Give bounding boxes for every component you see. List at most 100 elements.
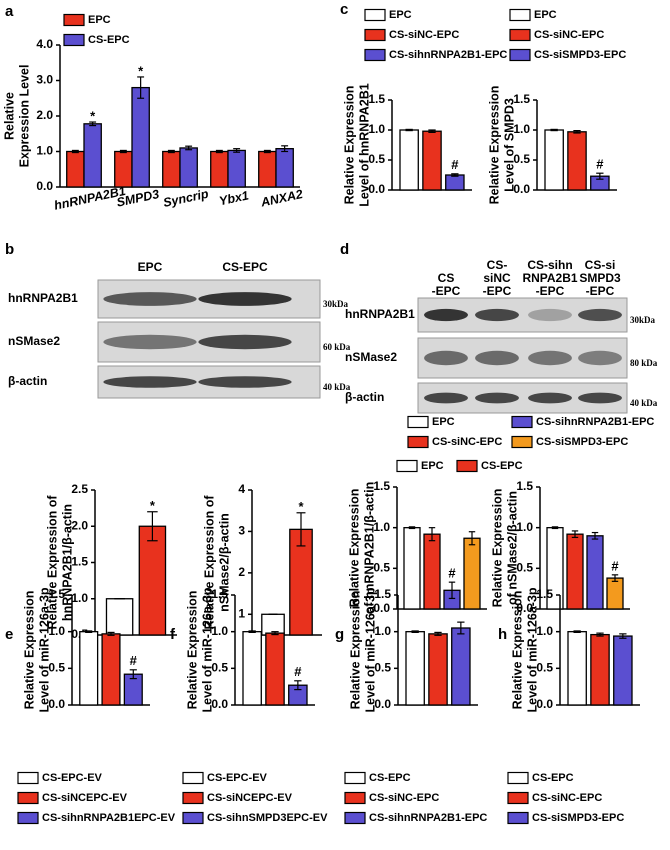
bar xyxy=(613,635,633,706)
error-bar xyxy=(408,526,416,530)
y-label-line: Relative Expression xyxy=(349,591,363,710)
error-bar xyxy=(281,145,289,153)
significance-mark: # xyxy=(451,157,459,172)
y-label-line: of nSMase2/β-actin xyxy=(506,491,520,605)
blot-row-label: nSMase2 xyxy=(8,334,60,348)
legend-swatch xyxy=(63,33,85,47)
bar xyxy=(567,131,587,191)
blot-band xyxy=(528,392,572,404)
bar xyxy=(428,633,448,706)
legend-label: CS-EPC xyxy=(369,772,411,784)
bar xyxy=(566,533,584,610)
y-tick-label: 4.0 xyxy=(36,37,53,51)
y-axis-label: Relative ExpressionLevel of miR-126a-3p xyxy=(23,587,52,712)
error-bar xyxy=(89,121,97,127)
significance-mark: # xyxy=(611,558,619,573)
y-tick-label: 0.0 xyxy=(48,697,65,711)
blot-band xyxy=(528,350,572,366)
error-bar xyxy=(596,632,604,637)
panel-letter: e xyxy=(5,626,13,643)
bar xyxy=(405,631,425,706)
error-bar xyxy=(119,149,127,154)
error-bar xyxy=(571,530,579,539)
y-label-line: Relative Expression xyxy=(186,591,200,710)
error-bar xyxy=(591,531,599,540)
bar xyxy=(445,174,465,191)
y-tick-label: 3 xyxy=(238,524,245,538)
error-bar xyxy=(551,526,559,530)
bar xyxy=(66,150,85,188)
y-axis-label: Relative ExpressionLevel of miR-126a-3p xyxy=(349,587,378,712)
legend-swatch xyxy=(344,791,366,805)
lane-label: siNC xyxy=(483,271,511,285)
y-label-line: Relative Expression xyxy=(488,86,502,205)
error-bar xyxy=(129,669,137,680)
legend-swatch xyxy=(182,811,204,825)
panel-letter: h xyxy=(498,626,507,643)
blot-row-label: hnRNPA2B1 xyxy=(345,307,415,321)
error-bar xyxy=(294,680,302,691)
y-label-line: Relative Expression of xyxy=(203,495,217,630)
legend-label: CS-siSMPD3-EPC xyxy=(534,49,626,61)
legend-label: EPC xyxy=(534,9,557,21)
bar xyxy=(242,631,262,706)
y-axis-label: Relative ExpressionLevel of SMPD3 xyxy=(488,86,517,205)
y-axis-label: Relative Expression ofnSMase2/β-actin xyxy=(203,495,232,630)
y-tick-label: 1.5 xyxy=(71,555,88,569)
molecular-weight: 40 kDa xyxy=(323,382,351,392)
legend-label: CS-sihnRNPA2B1EPC-EV xyxy=(42,812,176,824)
y-tick-label: 1.0 xyxy=(211,624,228,638)
bar xyxy=(422,130,442,191)
molecular-weight: 80 kDa xyxy=(630,358,658,368)
legend-label: EPC xyxy=(88,14,111,26)
y-label-line: Level of miR-126a-3p xyxy=(38,587,52,712)
molecular-weight: 40 kDa xyxy=(630,398,658,408)
blot-row-label: β-actin xyxy=(345,390,384,404)
significance-mark: # xyxy=(596,157,604,172)
bar xyxy=(138,525,167,636)
legend-label: CS-siNCEPC-EV xyxy=(42,792,128,804)
y-tick-label: 3.0 xyxy=(36,73,53,87)
x-tick-label: Ybx1 xyxy=(218,188,250,208)
legend-swatch xyxy=(396,459,418,473)
bar xyxy=(265,632,285,706)
legend-label: CS-siSMPD3-EPC xyxy=(536,436,628,448)
bar xyxy=(586,535,604,610)
error-bar xyxy=(147,511,158,542)
legend-swatch xyxy=(511,435,533,449)
y-label-line: hnRNPA2B1/β-actin xyxy=(61,504,75,621)
legend-swatch xyxy=(509,28,531,42)
bar xyxy=(275,148,294,188)
legend-swatch xyxy=(63,13,85,27)
lane-label: EPC xyxy=(138,260,163,274)
legend-label: CS-sihnRNPA2B1-EPC xyxy=(369,812,487,824)
y-label-line: Relative Expression xyxy=(348,489,362,608)
legend-swatch xyxy=(182,791,204,805)
y-tick-label: 1.5 xyxy=(374,587,391,601)
y-label-line: Relative Expression of xyxy=(46,495,60,630)
y-label-line: Level of hnRNPA2B1 xyxy=(358,83,372,206)
y-tick-label: 0.5 xyxy=(516,561,533,575)
y-label-line: Level of miR-126a-3p xyxy=(364,587,378,712)
error-bar xyxy=(596,172,604,180)
y-tick-label: 1.5 xyxy=(48,587,65,601)
bar xyxy=(258,150,277,188)
legend-label: CS-siSMPD3-EPC xyxy=(532,812,624,824)
y-tick-label: 1.0 xyxy=(373,520,390,534)
blot-row-label: hnRNPA2B1 xyxy=(8,291,78,305)
error-bar xyxy=(550,128,558,132)
error-bar xyxy=(448,581,456,600)
blot-band xyxy=(578,392,622,404)
blot-band xyxy=(103,334,197,350)
significance-mark: # xyxy=(294,664,302,679)
y-tick-label: 1.0 xyxy=(513,122,530,136)
y-axis-label: Relative ExpressionLevel of miR-126a-3p xyxy=(511,587,540,712)
y-tick-label: 0.0 xyxy=(513,182,530,196)
legend-swatch xyxy=(456,459,478,473)
legend-swatch xyxy=(509,48,531,62)
legend-label: CS-siNC-EPC xyxy=(432,436,502,448)
y-tick-label: 1.0 xyxy=(71,591,88,605)
blot-band xyxy=(424,350,468,366)
y-tick-label: 0.0 xyxy=(516,601,533,615)
